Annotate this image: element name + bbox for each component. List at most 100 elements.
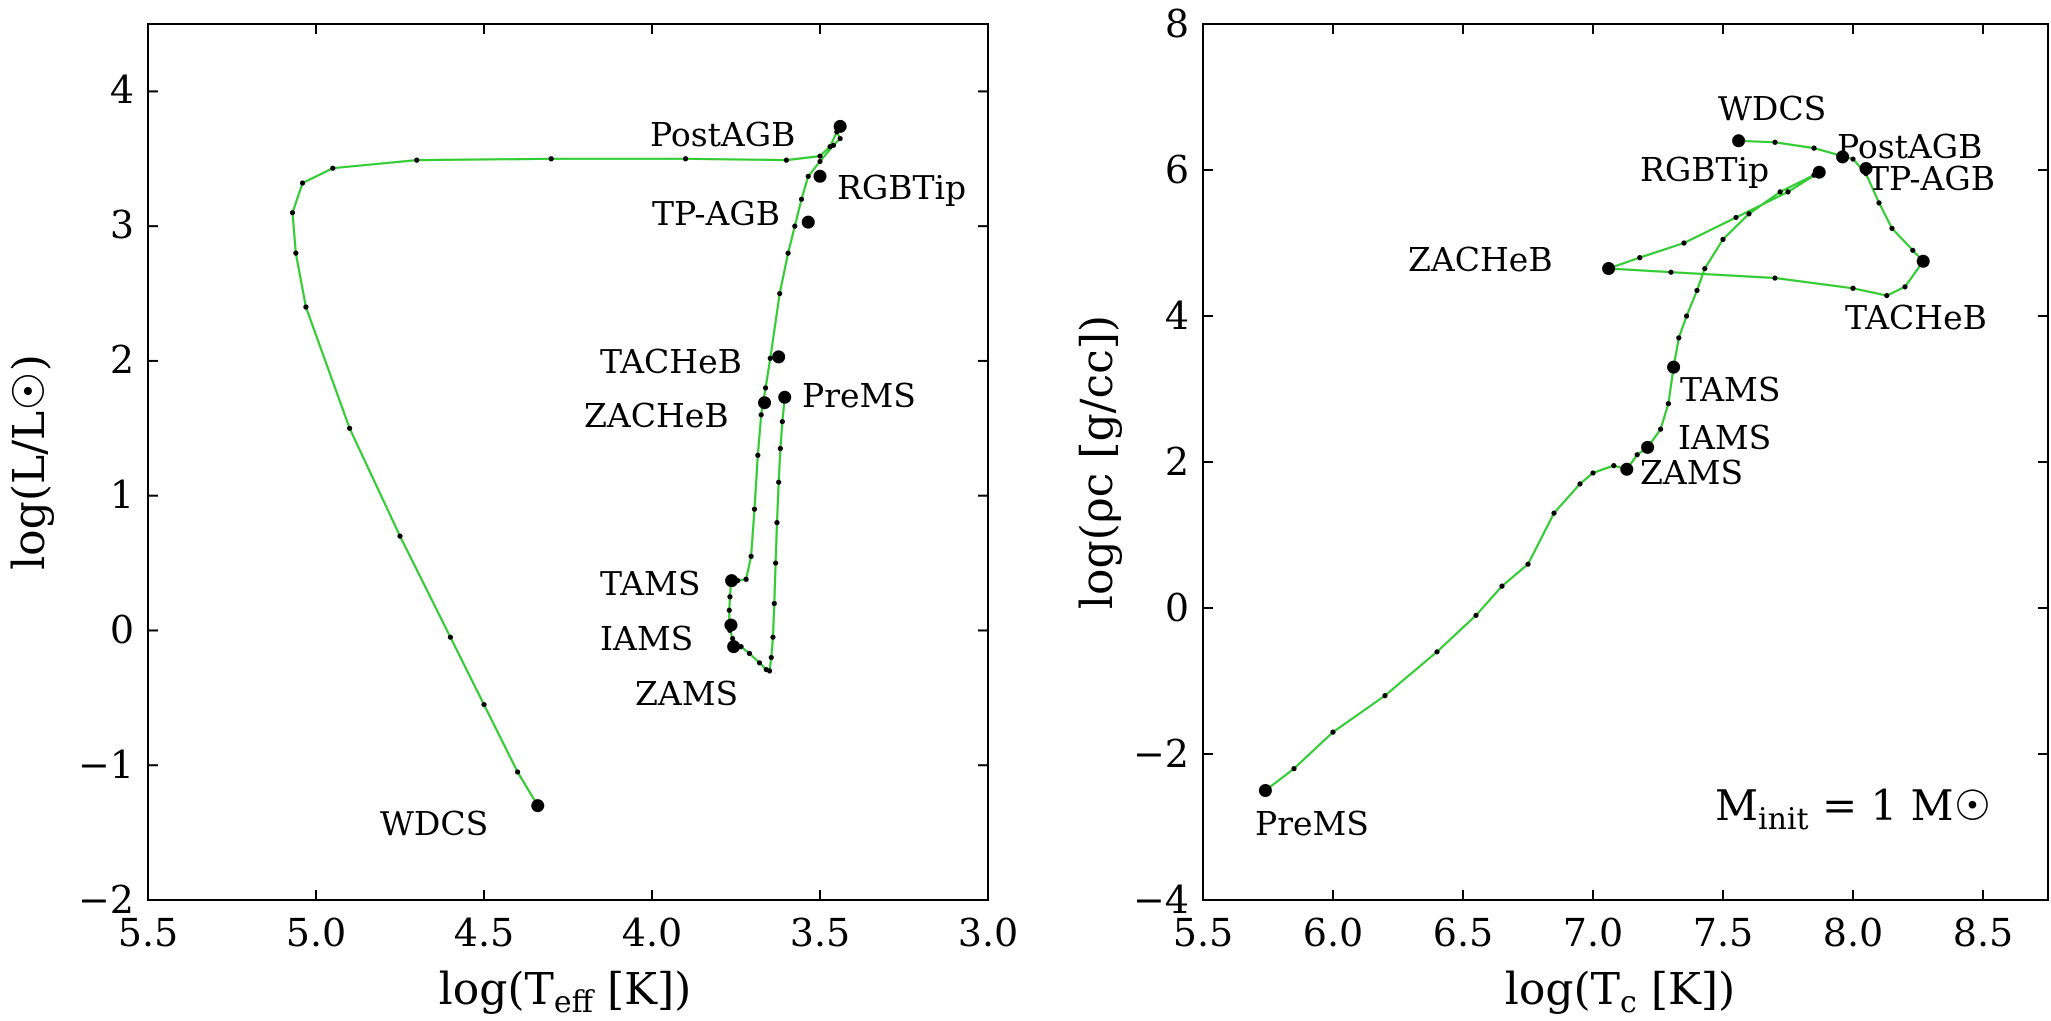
phase-label-zams: ZAMS xyxy=(635,674,738,713)
left-plot-frame xyxy=(147,23,989,901)
initial-mass-annotation: Minit = 1 M☉ xyxy=(1715,781,1991,837)
track-step-dot xyxy=(1684,313,1690,319)
track-step-dot xyxy=(783,157,790,163)
track-step-dot xyxy=(1694,287,1700,294)
left-x-tick-label: 4.5 xyxy=(454,911,514,955)
track-step-dot xyxy=(777,445,783,452)
phase-point-prems xyxy=(1258,784,1272,797)
right-y-tick-label: −4 xyxy=(1133,878,1189,922)
phase-label-rgbtip: RGBTip xyxy=(1640,150,1769,189)
phase-point-zacheb xyxy=(758,396,772,410)
track-step-dot xyxy=(1668,269,1674,275)
track-step-dot xyxy=(762,385,769,391)
track-step-dot xyxy=(1590,470,1596,476)
left-x-tick-label: 5.0 xyxy=(286,911,346,955)
phase-point-zacheb xyxy=(1602,262,1616,276)
left-y-tick-label: −1 xyxy=(78,743,134,787)
track-step-dot xyxy=(1850,285,1856,291)
phase-label-tacheb: TACHeB xyxy=(1845,298,1987,337)
track-step-dot xyxy=(1850,156,1856,162)
track-step-dot xyxy=(773,560,779,566)
track-step-dot xyxy=(743,576,749,582)
evolution-track-line xyxy=(1264,139,1925,792)
phase-label-postagb: PostAGB xyxy=(650,115,795,154)
track-step-dot xyxy=(683,156,689,162)
left-ticks xyxy=(147,24,989,901)
phase-label-tp-agb: TP-AGB xyxy=(652,194,780,233)
track-step-dot xyxy=(768,654,774,661)
track-step-dot xyxy=(1720,236,1726,242)
track-step-dot xyxy=(293,250,299,256)
left-y-tick-label: 2 xyxy=(110,338,134,382)
track-step-dot xyxy=(785,250,791,256)
right-y-tick-label: 8 xyxy=(1165,2,1189,46)
track-step-dot xyxy=(777,290,783,297)
phase-label-zams: ZAMS xyxy=(1640,453,1743,492)
track-step-dot xyxy=(1772,139,1778,145)
track-step-dot xyxy=(837,135,843,142)
track-step-dot xyxy=(1676,335,1682,341)
track-step-dot xyxy=(397,533,403,539)
phase-label-tams: TAMS xyxy=(1680,370,1780,409)
right-phase-points xyxy=(1258,134,1930,797)
track-step-dot xyxy=(1577,481,1583,487)
left-x-tick-labels: 5.5 5.0 4.5 4.0 3.5 3.0 xyxy=(118,911,1018,955)
left-x-tick-label: 3.0 xyxy=(958,911,1018,955)
track-step-dot xyxy=(1637,255,1643,261)
track-step-dot xyxy=(1434,649,1440,655)
phase-point-tp-agb xyxy=(801,215,815,229)
track-step-dot xyxy=(548,156,554,162)
phase-label-postagb: PostAGB xyxy=(1837,127,1982,166)
track-step-dot xyxy=(727,594,733,600)
phase-label-iams: IAMS xyxy=(600,619,693,658)
left-phase-labels: PostAGB RGBTip TP-AGB TACHeB ZACHeB PreM… xyxy=(380,115,966,843)
track-step-dot xyxy=(1291,766,1297,772)
track-step-dot xyxy=(792,223,798,229)
left-y-tick-label: −2 xyxy=(78,878,134,922)
track-step-dot xyxy=(303,304,309,310)
left-y-tick-labels: −2 −1 0 1 2 3 4 xyxy=(78,68,134,922)
right-track xyxy=(1264,139,1925,792)
phase-point-rgbtip xyxy=(813,169,827,183)
left-x-tick-label: 3.5 xyxy=(790,911,850,955)
phase-label-wdcs: WDCS xyxy=(380,804,488,843)
track-step-dot xyxy=(1473,612,1479,618)
phase-label-wdcs: WDCS xyxy=(1718,89,1826,128)
phase-label-prems: PreMS xyxy=(1255,804,1369,843)
track-step-dot xyxy=(751,506,758,512)
right-y-tick-label: 4 xyxy=(1165,294,1189,338)
phase-point-iams xyxy=(724,618,738,632)
track-step-dot xyxy=(758,412,764,418)
phase-point-postagb xyxy=(1836,150,1850,164)
phase-point-wdcs xyxy=(531,799,545,813)
left-phase-points xyxy=(531,119,847,813)
left-y-axis-label: log(L/L☉) xyxy=(4,354,55,570)
phase-point-zams xyxy=(727,640,741,654)
track-step-dot xyxy=(756,660,763,666)
track-step-dot xyxy=(1658,426,1664,432)
track-step-dot xyxy=(1499,583,1505,589)
track-step-dot xyxy=(1702,265,1708,272)
track-step-dot xyxy=(1811,145,1817,151)
left-y-tick-label: 1 xyxy=(110,473,134,517)
right-y-tick-label: 2 xyxy=(1165,440,1189,484)
phase-label-tacheb: TACHeB xyxy=(600,342,742,381)
right-y-tick-label: 0 xyxy=(1165,586,1189,630)
track-step-dot xyxy=(767,355,773,361)
phase-point-rgbtip xyxy=(1812,165,1826,179)
phase-point-zams xyxy=(1620,462,1634,476)
track-step-dot xyxy=(330,165,336,171)
track-step-dot xyxy=(1733,214,1739,221)
right-ticks xyxy=(1202,23,2048,901)
phase-label-tp-agb: TP-AGB xyxy=(1867,159,1995,198)
track-step-dot xyxy=(1876,200,1882,206)
track-step-dot xyxy=(1681,240,1687,246)
right-y-axis-label: log(ρc [g/cc]) xyxy=(1072,315,1123,609)
track-step-dot xyxy=(414,157,420,163)
left-y-tick-label: 4 xyxy=(110,68,134,112)
left-y-tick-label: 3 xyxy=(110,203,134,247)
phase-label-tams: TAMS xyxy=(600,564,700,603)
phase-point-iams xyxy=(1641,440,1655,454)
track-step-dot xyxy=(805,173,811,179)
right-x-tick-label: 8.5 xyxy=(1953,911,2013,955)
